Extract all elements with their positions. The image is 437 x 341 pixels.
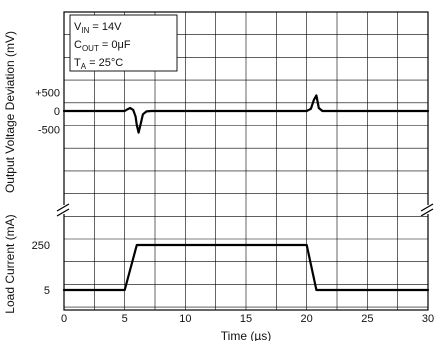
load-current-trace <box>62 243 430 292</box>
x-tick-label: 0 <box>61 313 67 325</box>
x-tick-label: 15 <box>240 313 252 325</box>
condition-subscript: OUT <box>82 44 99 53</box>
x-tick-label: 10 <box>179 313 191 325</box>
left-break-gap <box>58 205 70 214</box>
current-tick-label: 250 <box>32 240 50 252</box>
voltage-deviation-trace <box>62 94 430 134</box>
condition-value: = 25°C <box>86 57 123 69</box>
current-tick-label: 5 <box>44 285 50 297</box>
x-axis-label: Time (µs) <box>221 329 271 341</box>
label-layer: Output Voltage Deviation (mV) Load Curre… <box>3 14 434 341</box>
plot-frame <box>63 11 429 311</box>
x-tick-label: 30 <box>422 313 434 325</box>
conditions-box: VIN = 14V COUT = 0μF TA = 25°C <box>69 14 178 72</box>
right-break-gap <box>422 205 434 214</box>
condition-line: VIN = 14V <box>74 21 122 35</box>
axis-break-mark <box>420 208 434 217</box>
x-tick-label: 5 <box>122 313 128 325</box>
condition-symbol: C <box>74 39 82 51</box>
condition-symbol: T <box>74 57 81 69</box>
x-tick-label: 25 <box>361 313 373 325</box>
axis-break-mark <box>56 208 70 217</box>
condition-line: TA = 25°C <box>74 57 123 71</box>
condition-value: = 0μF <box>99 39 131 51</box>
trace-layer <box>62 94 430 292</box>
voltage-axis-label: Output Voltage Deviation (mV) <box>3 31 17 193</box>
voltage-tick-label: 0 <box>54 106 60 118</box>
condition-value: = 14V <box>89 21 122 33</box>
conditions-box-frame <box>69 14 178 72</box>
current-axis-label: Load Current (mA) <box>3 214 17 313</box>
axis-break-mark <box>56 203 70 212</box>
voltage-tick-label: +500 <box>35 87 60 99</box>
condition-subscript: A <box>81 62 87 71</box>
condition-line: COUT = 0μF <box>74 39 131 53</box>
axis-break-mark <box>420 203 434 212</box>
condition-subscript: IN <box>81 26 89 35</box>
frame-layer <box>56 11 434 311</box>
voltage-tick-label: -500 <box>38 125 60 137</box>
x-tick-label: 20 <box>301 313 313 325</box>
condition-symbol: V <box>74 21 82 33</box>
